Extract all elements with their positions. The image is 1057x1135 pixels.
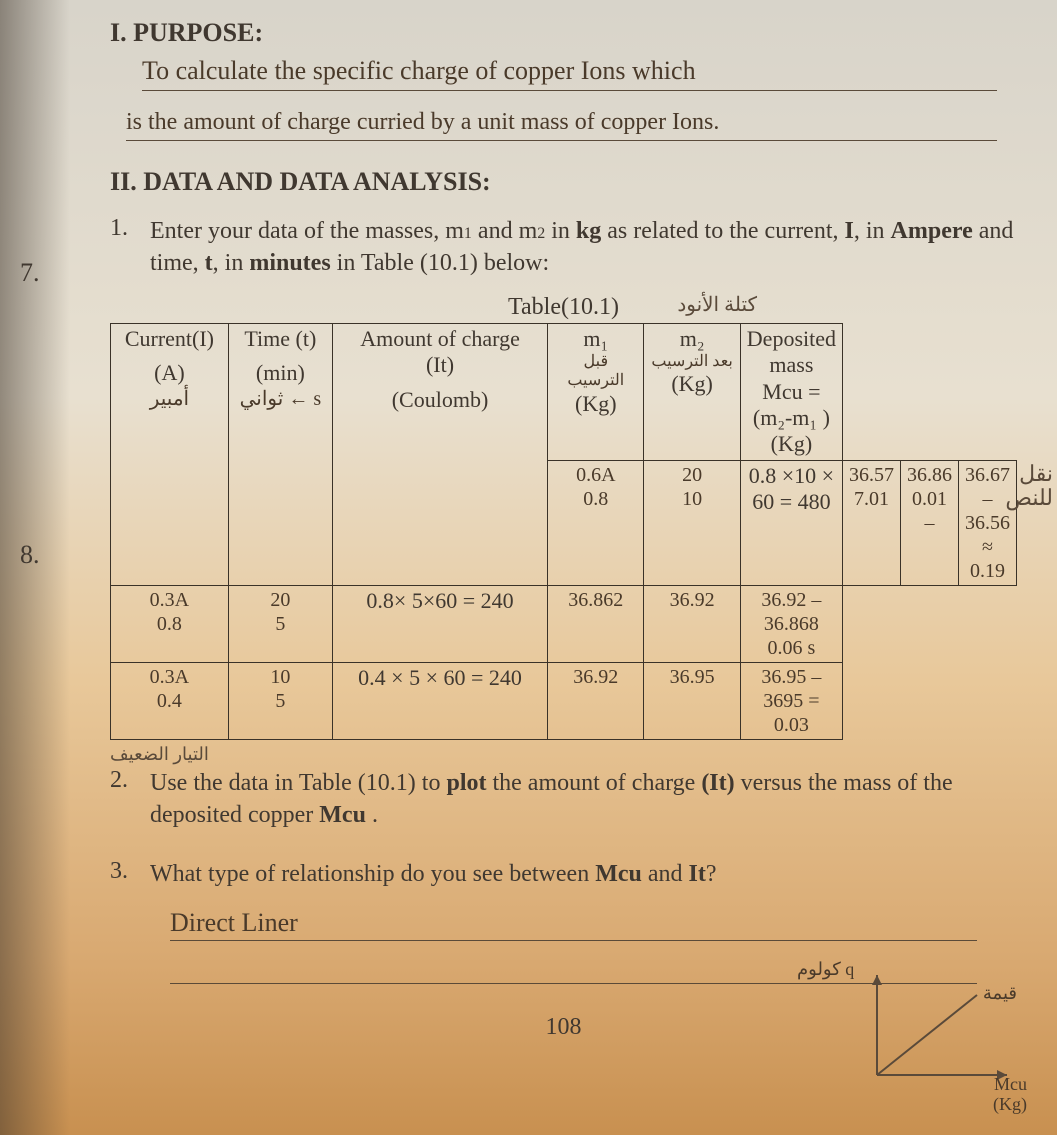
item3-text: What type of relationship do you see bet…	[150, 858, 717, 890]
item1-num: 1.	[110, 215, 134, 280]
margin-7: 7.	[20, 258, 40, 288]
item2-margin-arabic: التيار الضعيف	[110, 744, 1017, 765]
edge-note: نقل للنص	[1005, 462, 1053, 510]
purpose-line1: To calculate the specific charge of copp…	[142, 52, 997, 91]
item3-num: 3.	[110, 858, 134, 890]
item1-text: Enter your data of the masses, m1 and m2…	[150, 215, 1017, 280]
sketch-yaxis: كولوم q	[797, 959, 854, 980]
margin-8: 8.	[20, 540, 40, 570]
data-analysis-heading: II. DATA AND DATA ANALYSIS:	[110, 167, 1017, 197]
purpose-heading: I. PURPOSE:	[110, 18, 1017, 48]
sketch-xaxis: Mcu	[994, 1074, 1027, 1095]
graph-sketch: كولوم q قيمة Mcu (Kg)	[847, 965, 1027, 1105]
sketch-slope: قيمة	[983, 983, 1017, 1004]
table-row: 0.3A0.4 105 0.4 × 5 × 60 = 240 36.92 36.…	[111, 662, 1017, 739]
item2-text: Use the data in Table (10.1) to plot the…	[150, 767, 1017, 832]
arabic-anode: كتلة الأنود	[677, 292, 757, 317]
item2-num: 2.	[110, 767, 134, 832]
table-caption: Table(10.1) كتلة الأنود	[110, 294, 1017, 321]
sketch-xunit: (Kg)	[993, 1094, 1027, 1115]
data-table: Current(I) (A) أمبير Time (t) (min) ثوان…	[110, 323, 1017, 740]
purpose-line2: is the amount of charge curried by a uni…	[126, 105, 997, 141]
answer3: Direct Liner	[170, 908, 977, 941]
table-row: 0.3A0.8 205 0.8× 5×60 = 240 36.862 36.92…	[111, 585, 1017, 662]
